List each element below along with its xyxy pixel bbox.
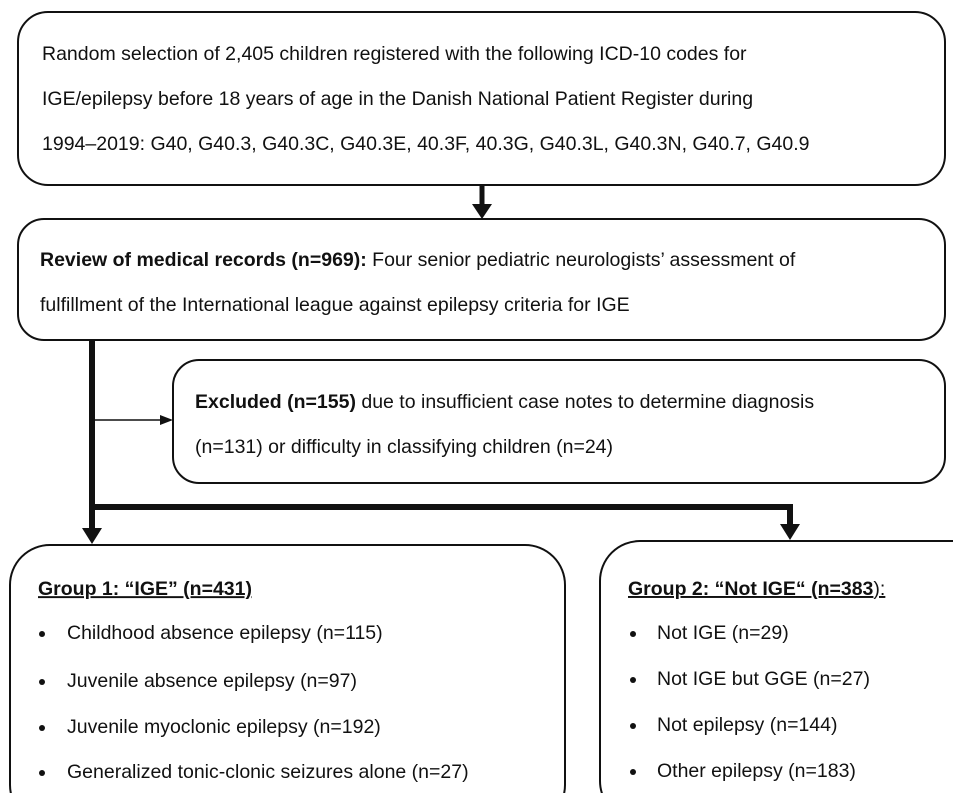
box — [17, 218, 946, 341]
box-text: IGE/epilepsy before 18 years of age in t… — [42, 88, 753, 110]
list-item: Not epilepsy (n=144) — [657, 714, 837, 736]
bullet — [630, 769, 636, 775]
arrowhead — [160, 415, 173, 425]
box-text: 1994–2019: G40, G40.3, G40.3C, G40.3E, 4… — [42, 133, 810, 155]
list-item: Juvenile absence epilepsy (n=97) — [67, 670, 357, 692]
box — [172, 359, 946, 484]
box-text: Review of medical records (n=969): Four … — [40, 249, 796, 271]
list-item: Other epilepsy (n=183) — [657, 760, 856, 782]
heading-main: Group 2: “Not IGE“ (n=383 — [628, 578, 874, 600]
bullet — [39, 631, 45, 637]
list-item: Childhood absence epilepsy (n=115) — [67, 622, 383, 644]
list-item: Generalized tonic-clonic seizures alone … — [67, 761, 469, 783]
heading-suffix: ): — [873, 578, 885, 600]
bullet — [39, 770, 45, 776]
bullet — [630, 677, 636, 683]
list-item: Juvenile myoclonic epilepsy (n=192) — [67, 716, 381, 738]
box-text: (n=131) or difficulty in classifying chi… — [195, 436, 613, 458]
box — [17, 11, 946, 186]
arrowhead — [82, 528, 102, 544]
box — [599, 540, 953, 793]
text: Four senior pediatric neurologists’ asse… — [372, 249, 796, 271]
heading: Review of medical records (n=969): — [40, 249, 367, 271]
box-text: fulfillment of the International league … — [40, 294, 630, 316]
box-text: Random selection of 2,405 children regis… — [42, 43, 747, 65]
box — [9, 544, 566, 793]
text: due to insufficient case notes to determ… — [361, 391, 814, 413]
box-text: Excluded (n=155) due to insufficient cas… — [195, 391, 814, 413]
bullet — [630, 723, 636, 729]
arrowhead — [472, 204, 492, 219]
heading: Group 2: “Not IGE“ (n=383): — [628, 578, 885, 600]
list-item: Not IGE (n=29) — [657, 622, 789, 644]
bullet — [630, 631, 636, 637]
bullet — [39, 725, 45, 731]
arrowhead — [780, 524, 800, 540]
heading: Excluded (n=155) — [195, 391, 356, 413]
heading: Group 1: “IGE” (n=431) — [38, 578, 252, 600]
list-item: Not IGE but GGE (n=27) — [657, 668, 870, 690]
bullet — [39, 679, 45, 685]
